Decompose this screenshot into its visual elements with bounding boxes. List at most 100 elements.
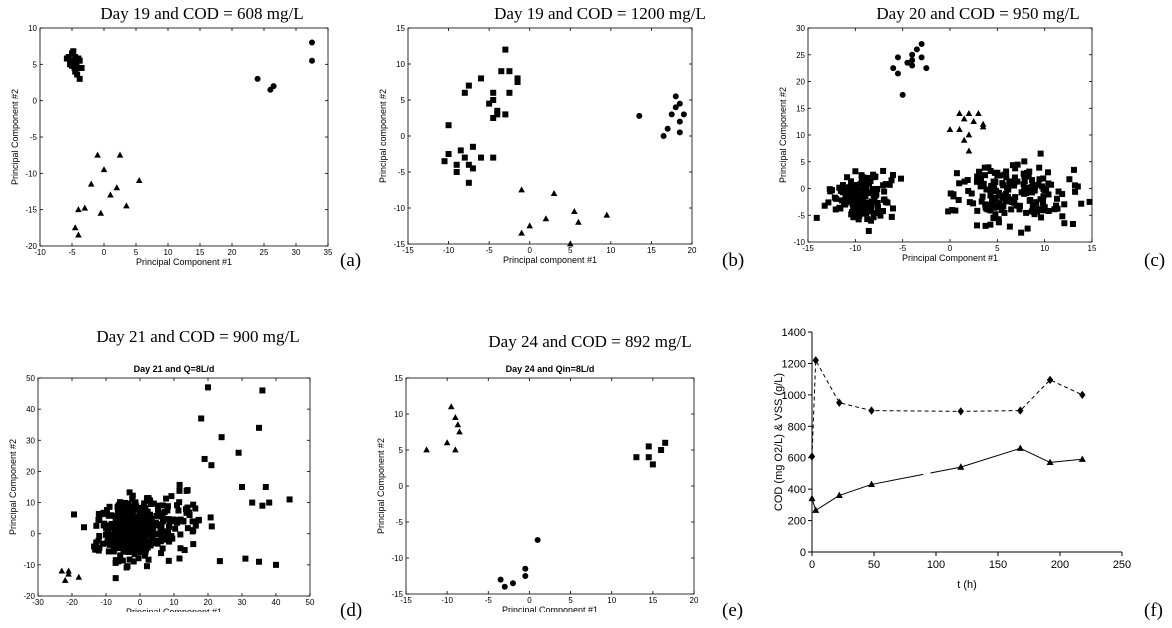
data-point-square [870,189,877,196]
data-point-square [1071,182,1078,189]
data-point-square [138,527,145,534]
data-point-triangle [603,211,611,218]
data-point-square [189,528,196,535]
data-point-square [181,547,188,554]
data-point-square [866,180,873,187]
x-tick-label: 15 [1088,244,1097,253]
data-point-square [96,515,103,522]
data-point-square [872,186,879,193]
data-point-circle [636,112,643,119]
y-axis-label: COD (mg O2/L) & VSS (g/L) [773,373,785,511]
data-point-square [987,207,994,214]
data-point-square [159,545,166,552]
y-tick-label: -5 [30,133,38,142]
data-point-square [868,198,875,205]
data-point-square [1055,188,1062,195]
y-tick-label: 15 [394,374,403,383]
data-point-square [117,516,124,523]
data-point-square [840,200,847,207]
data-point-triangle [113,184,121,191]
data-point-circle [676,129,683,136]
data-point-square [122,541,129,548]
data-point-square [1007,181,1014,188]
data-point-square [242,555,249,562]
data-point-circle [522,565,529,572]
data-point-square [949,207,956,214]
data-point-square [117,545,124,552]
data-point-square [114,503,121,510]
data-point-square [1053,202,1060,209]
data-point-triangle [812,506,820,513]
data-point-square [259,502,266,509]
data-point-square [125,514,132,521]
data-point-square [855,198,862,205]
data-point-square [990,215,997,222]
data-point-square [994,202,1001,209]
data-point-square [1045,191,1052,198]
data-point-circle [672,104,679,111]
data-point-square [161,535,168,542]
data-point-square [977,178,984,185]
data-point-square [208,523,215,530]
data-point-square [106,503,113,510]
data-point-square [266,499,273,506]
y-tick-label: 10 [394,410,403,419]
data-point-square [974,222,981,229]
data-point-square [143,514,150,521]
data-point-square [970,200,977,207]
data-point-square [103,507,110,514]
data-point-triangle [518,229,525,236]
data-point-square [105,548,112,555]
x-tick-label: 10 [1040,244,1049,253]
panel-c-title: Day 20 and COD = 950 mg/L [876,4,1080,23]
x-tick-label: 50 [306,598,315,607]
x-tick-label: 15 [648,596,657,605]
data-point-square [981,164,988,171]
data-point-circle [534,537,541,543]
data-point-square [100,509,107,516]
data-point-square [192,522,199,529]
data-point-square [844,174,851,181]
data-point-square [1027,196,1034,203]
data-point-square [166,523,173,530]
data-point-triangle [957,463,965,470]
data-point-square [123,564,130,571]
data-point-square [165,528,172,535]
data-point-diamond [808,452,816,461]
data-point-square [1040,193,1047,200]
series-line-solid [960,447,1021,468]
data-point-square [1066,176,1073,183]
data-point-square [95,510,102,517]
y-tick-label: -20 [23,592,35,601]
x-tick-label: 10 [170,598,179,607]
data-point-triangle [946,126,954,133]
data-point-square [1011,174,1018,181]
data-point-square [137,533,144,540]
y-tick-label: 30 [26,436,35,445]
data-point-square [856,193,863,200]
data-point-square [132,514,139,521]
data-point-circle [309,57,315,64]
data-point-square [1036,164,1043,171]
data-point-square [96,532,103,539]
data-point-circle [909,51,916,58]
data-point-square [965,187,972,194]
data-point-circle [270,83,277,90]
data-point-square [125,520,132,527]
data-point-square [968,190,975,197]
data-point-square [1018,229,1025,236]
x-tick-label: -15 [802,244,814,253]
data-point-square [141,536,148,543]
data-point-square [286,496,293,503]
data-point-square [63,55,70,62]
data-point-square [117,552,124,559]
x-tick-label: 25 [260,248,269,257]
data-point-circle [672,93,679,100]
data-point-square [130,541,137,548]
y-tick-label: -15 [25,206,37,215]
data-point-square [1044,169,1051,176]
data-point-square [855,216,862,223]
data-point-square [1036,176,1043,183]
plot-frame [37,377,311,597]
data-point-square [964,176,971,183]
